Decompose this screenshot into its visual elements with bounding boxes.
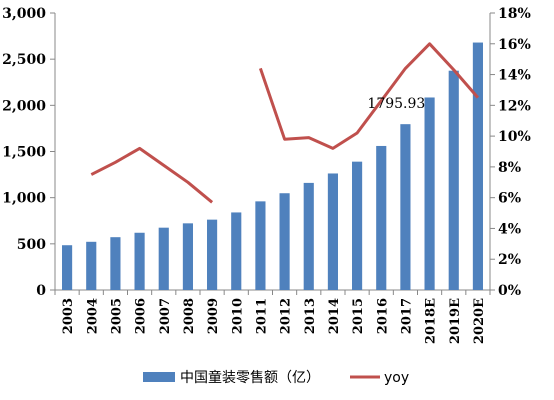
bar: [376, 145, 387, 290]
y2-tick-label: 8%: [498, 160, 521, 176]
y-tick-label: 2,500: [2, 52, 46, 68]
x-tick-label: 2013: [303, 298, 318, 334]
data-label: 1795.93: [367, 96, 425, 112]
x-tick-label: 2019E: [448, 298, 463, 344]
legend-label: 中国童装零售额（亿）: [180, 369, 320, 386]
y2-tick-label: 0%: [498, 283, 521, 299]
y2-tick-label: 18%: [498, 6, 531, 22]
x-tick-label: 2017: [399, 298, 414, 334]
y2-tick-label: 14%: [498, 68, 531, 84]
y2-tick-label: 4%: [498, 221, 521, 237]
bar: [158, 227, 169, 290]
bar: [110, 237, 121, 290]
bar: [400, 124, 411, 290]
bar: [134, 232, 145, 290]
bar: [303, 182, 314, 290]
x-tick-label: 2005: [109, 298, 124, 334]
bar: [207, 219, 218, 290]
y-tick-label: 500: [17, 237, 46, 253]
y2-tick-label: 12%: [498, 98, 531, 114]
bar: [231, 212, 242, 290]
x-tick-label: 2009: [206, 298, 221, 334]
bar: [62, 245, 73, 290]
y2-tick-label: 16%: [498, 37, 531, 53]
x-tick-label: 2018E: [424, 298, 439, 344]
x-tick-label: 2014: [327, 298, 342, 334]
x-tick-label: 2004: [85, 298, 100, 334]
y2-tick-label: 6%: [498, 191, 521, 207]
bar: [279, 193, 290, 290]
y-tick-label: 2,000: [2, 98, 46, 114]
legend-label: yoy: [384, 370, 409, 386]
x-tick-label: 2015: [351, 298, 366, 334]
bar: [472, 42, 483, 291]
y-tick-label: 1,000: [2, 191, 46, 207]
x-tick-label: 2006: [134, 298, 149, 334]
yoy-line: [90, 146, 214, 204]
bar: [424, 97, 435, 290]
y2-tick-label: 10%: [498, 129, 531, 145]
x-tick-label: 2003: [61, 298, 76, 334]
x-tick-label: 2007: [158, 298, 173, 334]
bar: [448, 70, 459, 290]
y-tick-label: 3,000: [2, 6, 46, 22]
x-tick-label: 2020E: [472, 298, 487, 344]
y-tick-label: 0: [36, 283, 46, 299]
bar: [86, 241, 97, 290]
x-tick-label: 2016: [375, 298, 390, 334]
legend-swatch-bar: [143, 372, 175, 382]
y2-tick-label: 2%: [498, 252, 521, 268]
x-tick-label: 2010: [230, 298, 245, 334]
x-tick-label: 2008: [182, 298, 197, 334]
bar: [352, 161, 363, 290]
x-tick-label: 2012: [279, 298, 294, 334]
yoy-line: [258, 42, 480, 150]
x-tick-label: 2011: [254, 298, 269, 334]
bar: [327, 173, 338, 290]
bar: [255, 201, 266, 290]
y-tick-label: 1,500: [2, 145, 46, 161]
bar: [182, 223, 193, 290]
